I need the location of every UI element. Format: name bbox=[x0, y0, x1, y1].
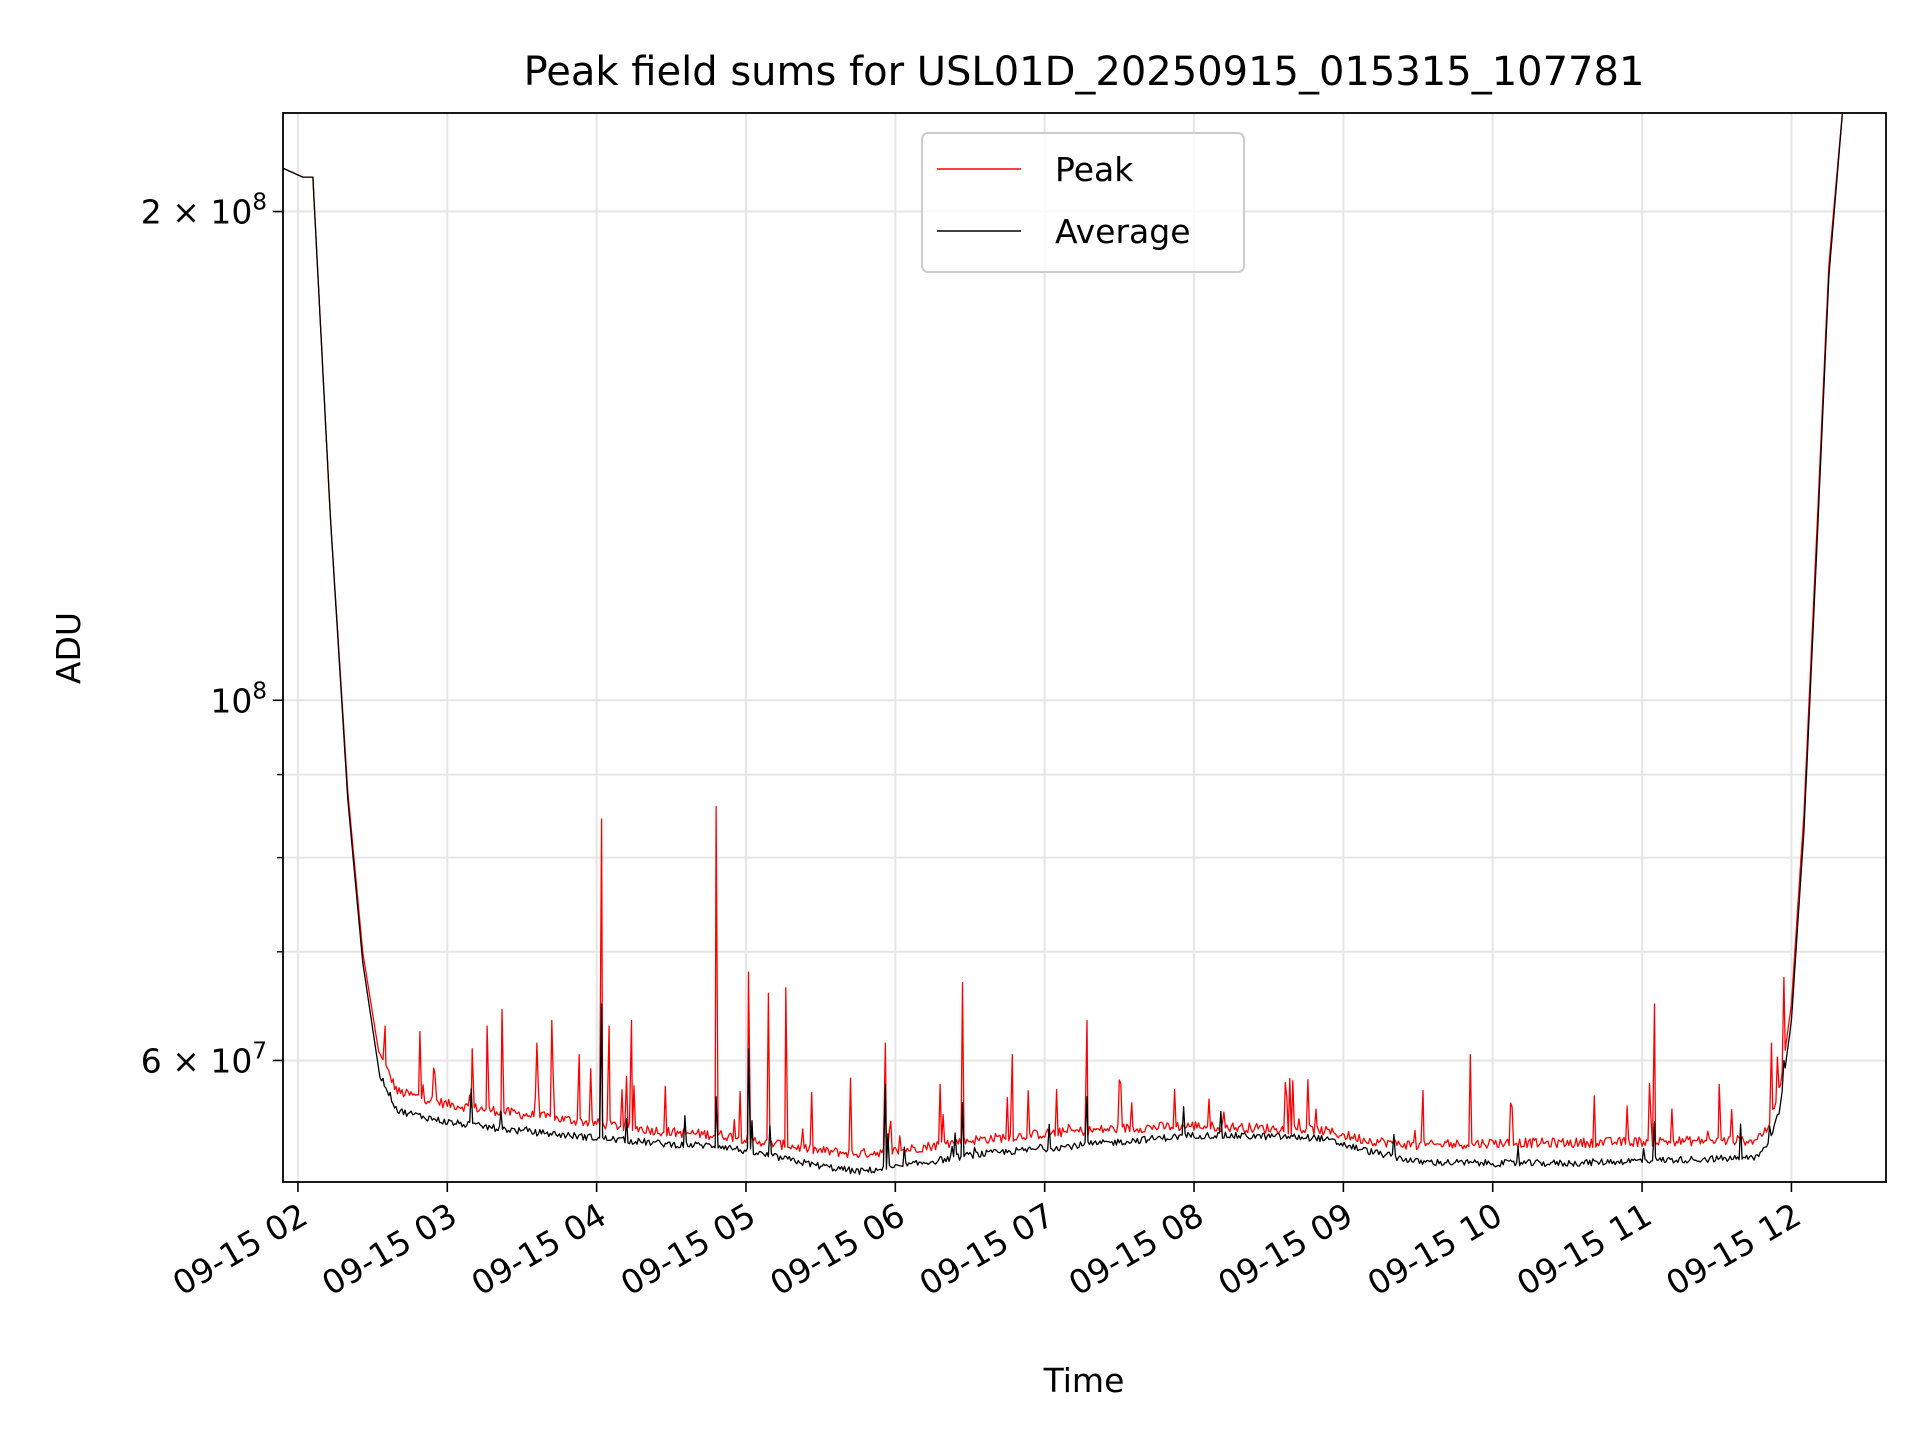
chart-title: Peak field sums for USL01D_20250915_0153… bbox=[524, 49, 1645, 95]
legend-peak-label: Peak bbox=[1055, 150, 1134, 189]
series-line-peak bbox=[283, 113, 1844, 1159]
legend-average-label: Average bbox=[1055, 212, 1191, 251]
series-line-average bbox=[283, 113, 1844, 1175]
y-axis: 6 × 107 108 2 × 108 bbox=[141, 190, 283, 1080]
data-lines bbox=[283, 113, 1844, 1175]
y-tick-label: 2 × 108 bbox=[141, 190, 267, 232]
y-axis-label: ADU bbox=[49, 612, 88, 684]
x-axis-label: Time bbox=[1043, 1361, 1125, 1400]
plot-frame bbox=[282, 112, 1887, 1183]
y-tick-label: 108 bbox=[210, 678, 267, 720]
y-tick-label: 6 × 107 bbox=[141, 1038, 267, 1080]
legend: Peak Average bbox=[921, 132, 1245, 273]
legend-box bbox=[921, 132, 1245, 273]
